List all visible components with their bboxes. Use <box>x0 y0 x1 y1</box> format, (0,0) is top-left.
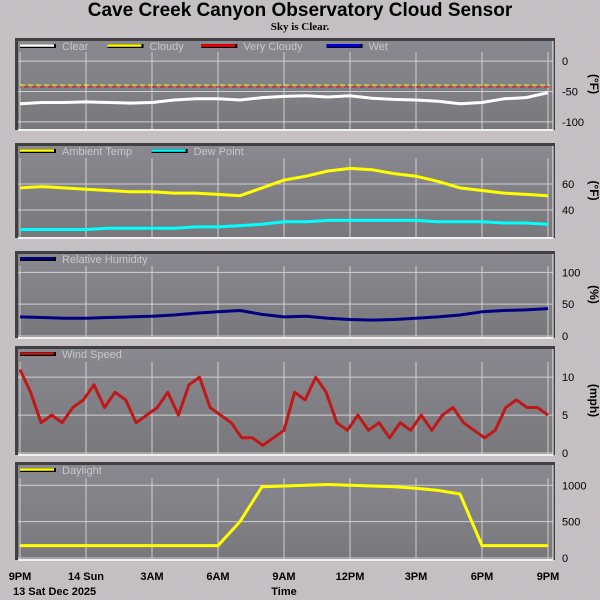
y-axis-label: (mph) <box>587 384 600 417</box>
panel-daylight: 1000 500 0 Daylight <box>15 462 586 565</box>
y-tick-label: 0 <box>562 56 568 68</box>
panel-humidity: 100 50 0 (%) Relative Humidity <box>15 251 600 343</box>
series-line-clear <box>19 91 549 106</box>
legend-label: Very Cloudy <box>243 41 303 53</box>
x-tick-label: 3AM <box>140 571 163 583</box>
panel-temp: 60 40 (°F) Ambient Temp Dew Point <box>15 143 600 239</box>
y-tick-label: 0 <box>562 448 568 460</box>
x-tick-label: 9PM <box>9 571 32 583</box>
y-tick-label: 100 <box>562 267 580 279</box>
x-tick-label: 14 Sun <box>68 571 104 583</box>
x-tick-label: 12PM <box>336 571 365 583</box>
legend-label: Relative Humidity <box>62 254 148 266</box>
series-line-dew-point <box>20 218 549 231</box>
x-tick-label: 9PM <box>537 571 560 583</box>
y-tick-label: 1000 <box>562 480 586 492</box>
plot-area <box>18 349 553 455</box>
x-axis-label: Time <box>271 586 296 598</box>
y-tick-label: 5 <box>562 410 568 422</box>
x-tick-label: 9AM <box>272 571 295 583</box>
series-line-wind-speed <box>18 368 549 447</box>
x-axis: 9PM 14 Sun 3AM 6AM 9AM 12PM 3PM 6PM 9PM 13 Sat De… <box>9 571 560 598</box>
y-tick-label: 0 <box>562 553 568 565</box>
y-axis-label: (°F) <box>587 74 600 94</box>
series-line-daylight <box>20 483 548 548</box>
legend-label: Ambient Temp <box>62 146 132 158</box>
x-tick-label: 6PM <box>471 571 494 583</box>
y-axis-label: (°F) <box>587 180 600 200</box>
y-tick-label: 10 <box>562 372 574 384</box>
x-tick-label: 6AM <box>206 571 229 583</box>
y-tick-label: 500 <box>562 517 580 529</box>
legend-label: Cloudy <box>150 41 185 53</box>
legend-label: Daylight <box>62 465 102 477</box>
series-line-relative-humidity <box>19 307 549 322</box>
legend-label: Dew Point <box>194 146 244 158</box>
plot-area <box>18 254 553 338</box>
panel-sky: 0 -50 -100 (°F) Clear Cloudy Very Cloudy Wet <box>15 38 600 131</box>
y-tick-label: 40 <box>562 205 574 217</box>
sky-status: Sky is Clear. <box>270 21 330 33</box>
y-tick-label: 0 <box>562 331 568 343</box>
plot-area <box>18 146 553 238</box>
series-line-ambient-temp <box>19 166 549 198</box>
panel-wind: 10 5 0 (mph) Wind Speed <box>15 346 600 460</box>
y-tick-label: 50 <box>562 299 574 311</box>
chart-title: Cave Creek Canyon Observatory Cloud Sens… <box>87 0 513 21</box>
x-date-label: 13 Sat Dec 2025 <box>13 586 96 598</box>
x-tick-label: 3PM <box>405 571 428 583</box>
y-axis-label: (%) <box>587 285 600 304</box>
legend-label: Wet <box>369 41 388 53</box>
y-tick-label: -100 <box>562 117 584 129</box>
legend-label: Wind Speed <box>62 349 122 361</box>
y-tick-label: 60 <box>562 179 574 191</box>
legend-label: Clear <box>62 41 89 53</box>
y-tick-label: -50 <box>562 87 578 99</box>
